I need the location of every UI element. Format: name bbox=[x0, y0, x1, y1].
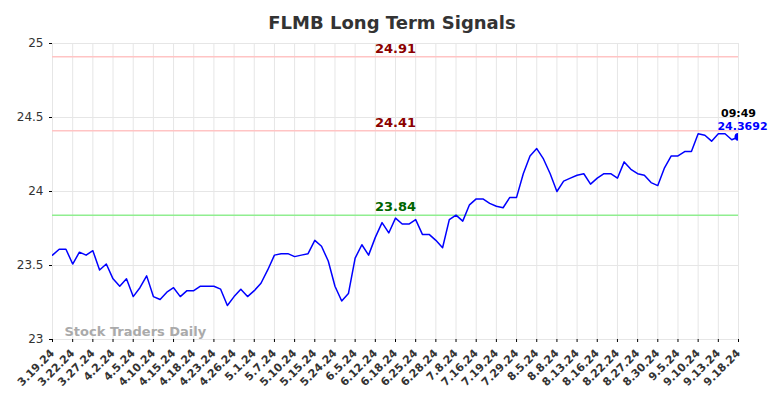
svg-text:4.5.24: 4.5.24 bbox=[101, 346, 138, 384]
svg-text:23.5: 23.5 bbox=[17, 258, 44, 272]
svg-text:8.16.24: 8.16.24 bbox=[559, 346, 602, 389]
svg-text:3.27.24: 3.27.24 bbox=[55, 346, 98, 389]
svg-text:8.5.24: 8.5.24 bbox=[504, 346, 542, 384]
svg-text:09:49: 09:49 bbox=[721, 107, 756, 120]
svg-text:7.29.24: 7.29.24 bbox=[479, 346, 522, 389]
svg-text:9.13.24: 9.13.24 bbox=[680, 346, 723, 389]
svg-text:3.22.24: 3.22.24 bbox=[35, 346, 78, 389]
svg-text:23: 23 bbox=[28, 332, 43, 346]
svg-text:5.10.24: 5.10.24 bbox=[257, 346, 300, 389]
svg-text:9.18.24: 9.18.24 bbox=[701, 347, 743, 389]
svg-text:8.8.24: 8.8.24 bbox=[524, 346, 562, 384]
svg-text:23.84: 23.84 bbox=[375, 199, 416, 214]
svg-text:8.13.24: 8.13.24 bbox=[539, 346, 582, 389]
svg-text:4.26.24: 4.26.24 bbox=[196, 346, 239, 389]
svg-text:4.2.24: 4.2.24 bbox=[80, 346, 118, 384]
svg-text:24.91: 24.91 bbox=[375, 41, 416, 56]
svg-text:7.8.24: 7.8.24 bbox=[423, 346, 461, 384]
svg-text:4.15.24: 4.15.24 bbox=[136, 346, 179, 389]
svg-text:7.16.24: 7.16.24 bbox=[438, 346, 481, 389]
svg-text:8.27.24: 8.27.24 bbox=[600, 346, 643, 389]
svg-text:5.1.24: 5.1.24 bbox=[222, 346, 259, 384]
svg-text:4.10.24: 4.10.24 bbox=[115, 346, 158, 389]
svg-text:6.25.24: 6.25.24 bbox=[378, 346, 421, 389]
svg-text:6.5.24: 6.5.24 bbox=[323, 346, 360, 384]
svg-text:4.18.24: 4.18.24 bbox=[156, 346, 199, 389]
svg-text:9.10.24: 9.10.24 bbox=[660, 346, 703, 389]
svg-text:24: 24 bbox=[28, 184, 43, 198]
svg-text:8.30.24: 8.30.24 bbox=[620, 346, 663, 389]
svg-text:6.12.24: 6.12.24 bbox=[337, 346, 380, 389]
svg-text:24.5: 24.5 bbox=[17, 110, 44, 124]
svg-text:5.15.24: 5.15.24 bbox=[277, 346, 320, 389]
svg-text:24.3692: 24.3692 bbox=[717, 120, 767, 133]
svg-text:6.18.24: 6.18.24 bbox=[357, 346, 401, 389]
svg-text:4.23.24: 4.23.24 bbox=[176, 346, 219, 389]
svg-text:25: 25 bbox=[28, 36, 43, 50]
svg-text:8.22.24: 8.22.24 bbox=[579, 346, 623, 389]
svg-text:7.19.24: 7.19.24 bbox=[458, 346, 501, 389]
html-text:FLMB Long Term Signals: FLMB Long Term Signals bbox=[268, 12, 516, 33]
svg-text:6.28.24: 6.28.24 bbox=[398, 346, 441, 389]
svg-text:9.5.24: 9.5.24 bbox=[645, 346, 683, 384]
svg-text:5.24.24: 5.24.24 bbox=[297, 346, 340, 389]
svg-text:Stock Traders Daily: Stock Traders Daily bbox=[65, 324, 207, 339]
svg-text:3.19.24: 3.19.24 bbox=[14, 346, 58, 389]
svg-text:5.7.24: 5.7.24 bbox=[242, 346, 280, 384]
svg-text:24.41: 24.41 bbox=[375, 115, 416, 130]
